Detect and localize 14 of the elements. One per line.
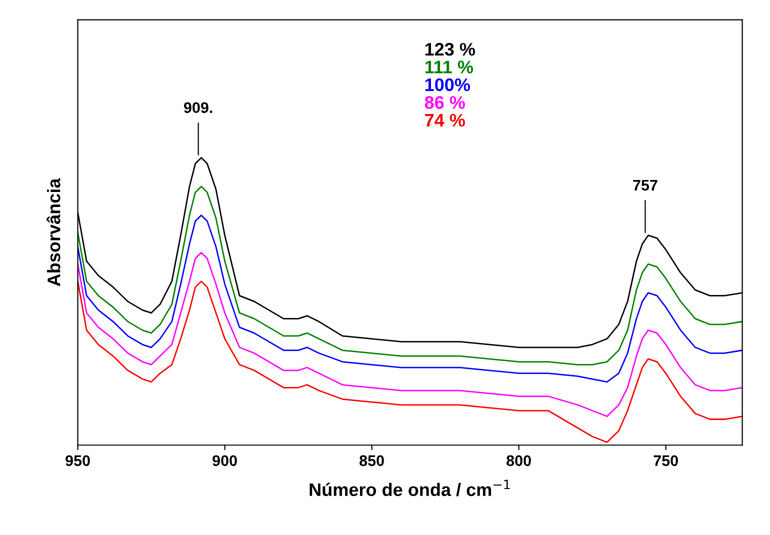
text: 111 % (425, 60, 474, 74)
annotation: 757 (633, 180, 658, 191)
x-tick-label: 800 (506, 455, 531, 466)
x-axis-title: Número de onda / cm$^{−1}$ (310, 480, 510, 496)
annotation: 909. (184, 102, 212, 114)
y-axis-title: Absorvância (46, 178, 60, 286)
text: 74 % (425, 114, 465, 127)
x-tick-label: 950 (66, 455, 90, 466)
text: 123 % (425, 42, 476, 56)
text: 100% (425, 78, 470, 92)
x-tick-label: 750 (654, 455, 678, 466)
x-tick-label: 900 (212, 455, 237, 466)
x-tick-label: 850 (360, 455, 384, 466)
text: 86 % (424, 96, 465, 109)
